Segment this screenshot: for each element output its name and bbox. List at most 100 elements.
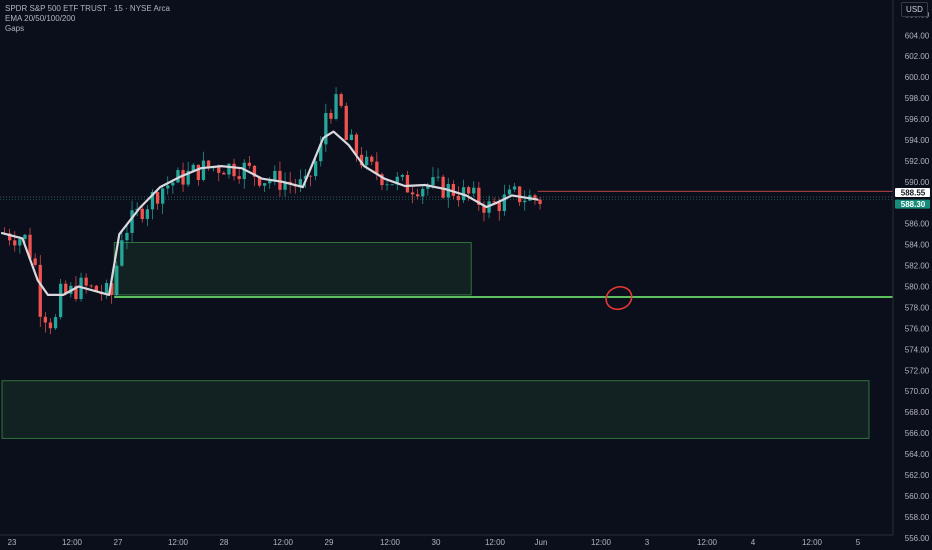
candle-body-98 <box>502 194 506 212</box>
candle-body-81 <box>416 194 420 197</box>
candle-body-17 <box>89 285 93 287</box>
price-tick-label: 592.00 <box>905 157 930 166</box>
candle-body-10 <box>53 317 58 329</box>
prev-price-badge <box>895 188 930 198</box>
candle-body-29 <box>150 192 155 210</box>
candle-body-97 <box>497 202 501 212</box>
candle-body-93 <box>477 187 481 205</box>
chart-legend: SPDR S&P 500 ETF TRUST · 15 · NYSE Arca … <box>5 4 170 34</box>
time-axis: 23 12:00 27 12:00 28 12:00 29 12:00 30 12:00 Jun 12… <box>0 534 893 550</box>
candle-body-105 <box>538 199 542 205</box>
candle-body-79 <box>405 174 410 193</box>
time-tick-label: Jun <box>535 538 548 547</box>
price-tick-label: 570.00 <box>905 387 930 396</box>
candle-body-48 <box>247 162 251 166</box>
candle-body-66 <box>339 94 343 106</box>
chart-title[interactable]: SPDR S&P 500 ETF TRUST · 15 · NYSE Arca <box>5 4 170 13</box>
time-tick-label: 12:00 <box>168 538 189 547</box>
candle-body-21 <box>110 283 114 296</box>
candle-body-46 <box>237 176 241 180</box>
candle-body-77 <box>395 176 399 185</box>
price-axis: 556.00 558.00 560.00 562.00 564.00 566.00 568.… <box>892 0 932 550</box>
time-tick-label: 3 <box>645 538 650 547</box>
price-tick-label: 584.00 <box>905 241 930 250</box>
candle-body-23 <box>120 240 124 266</box>
indicator-ema-label[interactable]: EMA 20/50/100/200 <box>5 14 76 23</box>
current-price-badge <box>895 199 930 209</box>
candle-body-75 <box>385 184 389 186</box>
candle-body-28 <box>145 209 149 219</box>
candle-body-96 <box>492 201 496 203</box>
candle-body-25 <box>130 210 134 233</box>
candle-body-4 <box>23 234 27 240</box>
candle-body-20 <box>104 283 109 295</box>
candle-body-92 <box>472 187 476 194</box>
candle-body-68 <box>349 134 353 141</box>
time-tick-label: 5 <box>856 538 861 547</box>
candle-body-11 <box>59 283 63 318</box>
candle-body-24 <box>125 232 129 241</box>
gap-zones <box>1 242 870 439</box>
candle-body-80 <box>410 192 415 195</box>
price-reference-lines <box>0 190 893 200</box>
price-badge-label: 588.30 <box>901 200 926 209</box>
candle-body-16 <box>84 277 88 286</box>
candle-body-8 <box>43 316 47 323</box>
candle-body-86 <box>441 176 445 198</box>
candle-body-71 <box>365 156 369 166</box>
candle-body-60 <box>308 175 313 177</box>
price-tick-label: 562.00 <box>905 471 930 480</box>
price-tick-label: 586.00 <box>905 220 930 229</box>
candle-body-45 <box>232 163 236 177</box>
candle-body-82 <box>421 188 425 197</box>
candle-body-42 <box>217 167 221 173</box>
price-tick-label: 580.00 <box>905 283 930 292</box>
time-tick-label: 12:00 <box>485 538 506 547</box>
time-tick-label: 27 <box>114 538 123 547</box>
time-tick-label: 28 <box>220 538 229 547</box>
candle-body-6 <box>33 258 37 265</box>
candle-body-59 <box>303 175 308 180</box>
candle-body-74 <box>380 174 384 186</box>
candle-body-73 <box>375 161 379 175</box>
price-tick-label: 572.00 <box>905 366 930 375</box>
candle-body-3 <box>18 239 22 246</box>
candle-body-38 <box>196 164 200 180</box>
price-axis-background <box>893 0 932 550</box>
candle-body-65 <box>334 94 338 119</box>
candle-body-47 <box>242 162 246 180</box>
candle-body-63 <box>324 112 328 145</box>
candle-body-101 <box>518 186 522 203</box>
gap-zone-0 <box>113 242 472 296</box>
candle-body-55 <box>283 181 287 190</box>
candle-body-40 <box>206 160 211 168</box>
candle-body-22 <box>115 265 119 296</box>
currency-button[interactable]: USD <box>901 2 928 17</box>
time-tick-label: 12:00 <box>273 538 294 547</box>
candle-body-30 <box>155 192 160 204</box>
time-tick-label: 12:00 <box>591 538 612 547</box>
price-tick-label: 598.00 <box>905 94 930 103</box>
candle-body-1 <box>8 233 12 241</box>
price-tick-label: 604.00 <box>905 31 930 40</box>
candle-body-100 <box>512 186 517 190</box>
candle-body-18 <box>94 285 98 292</box>
candle-body-69 <box>354 134 359 155</box>
candle-body-70 <box>359 154 364 166</box>
candle-body-94 <box>482 204 486 213</box>
price-tick-label: 602.00 <box>905 52 930 61</box>
candle-body-64 <box>329 112 333 119</box>
candle-body-39 <box>201 160 206 180</box>
candle-body-37 <box>191 164 195 171</box>
time-tick-label: 29 <box>325 538 334 547</box>
price-badge-label: 588.55 <box>901 189 926 198</box>
candle-body-7 <box>38 264 42 317</box>
annotation-group <box>605 285 633 311</box>
candle-body-49 <box>252 165 257 177</box>
candlesticks <box>2 87 542 335</box>
indicator-gaps-label[interactable]: Gaps <box>5 24 25 33</box>
price-tick-label: 564.00 <box>905 450 930 459</box>
price-tick-label: 560.00 <box>905 492 930 501</box>
time-tick-label: 23 <box>8 538 17 547</box>
